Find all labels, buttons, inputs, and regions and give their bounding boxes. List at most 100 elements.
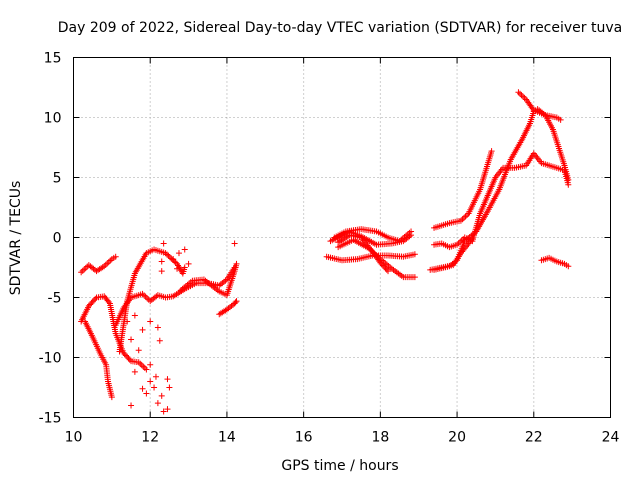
series-arc-18 xyxy=(538,254,572,270)
data-point xyxy=(163,251,170,258)
data-point xyxy=(488,148,495,155)
data-point xyxy=(151,384,158,391)
data-point xyxy=(112,253,119,260)
data-point xyxy=(460,214,467,221)
x-tick-label: 20 xyxy=(448,430,466,446)
series-scatter-13h xyxy=(170,240,238,272)
x-tick-label: 16 xyxy=(295,430,313,446)
data-point xyxy=(379,262,386,269)
data-point xyxy=(160,408,167,415)
data-point xyxy=(385,268,392,275)
data-point xyxy=(88,300,95,307)
data-point xyxy=(120,349,127,356)
y-tick-label: -10 xyxy=(39,351,62,367)
data-point xyxy=(181,246,188,253)
data-point xyxy=(518,92,525,99)
data-point xyxy=(181,264,188,271)
data-point xyxy=(126,356,133,363)
series-arc-15 xyxy=(431,106,572,273)
data-point xyxy=(121,351,128,358)
data-point xyxy=(164,376,171,383)
series-arc-5 xyxy=(112,264,238,329)
data-point xyxy=(383,266,390,273)
data-point xyxy=(128,336,135,343)
data-point xyxy=(164,406,171,413)
series-arc-8 xyxy=(323,251,418,264)
data-point xyxy=(89,298,96,305)
y-tick-label: 5 xyxy=(53,171,62,187)
data-point xyxy=(233,260,240,267)
data-point xyxy=(138,362,145,369)
data-point xyxy=(231,240,238,247)
data-point xyxy=(166,254,173,261)
data-point xyxy=(516,90,523,97)
data-point xyxy=(166,384,173,391)
data-point xyxy=(140,363,147,370)
data-point xyxy=(565,176,572,183)
data-point xyxy=(107,257,114,264)
x-tick-label: 24 xyxy=(602,430,620,446)
x-tick-label: 14 xyxy=(218,430,236,446)
data-point xyxy=(147,378,154,385)
series-arc-1 xyxy=(78,253,119,276)
data-point xyxy=(170,256,177,263)
series-arc-16 xyxy=(515,89,564,123)
data-point xyxy=(411,274,418,281)
y-tick-label: 15 xyxy=(44,51,62,67)
data-point xyxy=(565,263,572,270)
data-point xyxy=(108,394,115,401)
data-point xyxy=(408,232,415,239)
data-point xyxy=(411,251,418,258)
data-point xyxy=(154,324,161,331)
data-point xyxy=(174,265,181,272)
data-point xyxy=(158,258,165,265)
data-point xyxy=(165,252,172,259)
series-arc-7 xyxy=(216,298,240,318)
data-point xyxy=(158,392,165,399)
data-point xyxy=(135,347,142,354)
series-arc-17 xyxy=(427,235,476,273)
series-arc-3 xyxy=(82,318,115,401)
data-point xyxy=(378,261,385,268)
data-point xyxy=(233,298,240,305)
data-point xyxy=(162,250,169,257)
x-axis-label: GPS time / hours xyxy=(281,458,398,474)
data-point xyxy=(154,400,161,407)
x-tick-label: 12 xyxy=(141,430,159,446)
data-point xyxy=(520,93,527,100)
series-arc-12 xyxy=(335,232,392,275)
data-point xyxy=(382,265,389,272)
data-point xyxy=(156,337,163,344)
data-point xyxy=(557,116,564,123)
data-point xyxy=(143,366,150,373)
y-axis-label: SDTVAR / TECUs xyxy=(8,181,24,296)
data-point xyxy=(79,267,86,274)
x-tick-label: 18 xyxy=(371,430,389,446)
data-point xyxy=(87,301,94,308)
data-point xyxy=(143,390,150,397)
data-point xyxy=(92,295,99,302)
data-point xyxy=(85,302,92,309)
data-point xyxy=(125,355,132,362)
data-point xyxy=(81,266,88,273)
data-point xyxy=(141,365,148,372)
series-arc-13 xyxy=(431,148,495,231)
y-tick-label: -5 xyxy=(48,291,62,307)
data-point xyxy=(131,312,138,319)
series-arc-6 xyxy=(177,260,240,299)
y-tick-label: 0 xyxy=(53,231,62,247)
data-point xyxy=(124,318,131,325)
x-tick-label: 22 xyxy=(525,430,543,446)
data-point xyxy=(521,95,528,102)
data-point xyxy=(128,402,135,409)
plot-area xyxy=(78,89,572,415)
data-point xyxy=(131,368,138,375)
data-point xyxy=(377,259,384,266)
data-point xyxy=(122,352,129,359)
data-point xyxy=(515,89,522,96)
data-point xyxy=(105,299,112,306)
data-point xyxy=(147,318,154,325)
grid xyxy=(73,57,611,418)
y-tick-label: 10 xyxy=(44,111,62,127)
